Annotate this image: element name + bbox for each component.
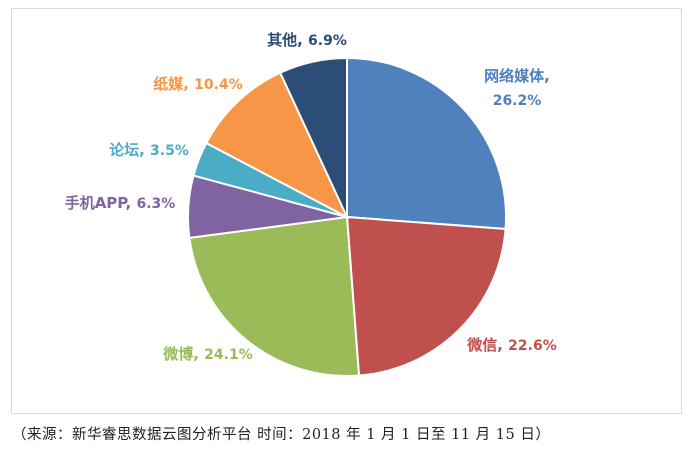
slice-label-2: 微博, 24.1% bbox=[162, 345, 253, 363]
slice-label-0: 网络媒体, 26.2% bbox=[484, 67, 550, 109]
slice-label-6: 其他, 6.9% bbox=[267, 31, 347, 49]
slice-label-name: 纸媒, bbox=[153, 75, 194, 93]
slice-label-value: 6.3% bbox=[136, 196, 175, 212]
slice-label-name: 微博, bbox=[162, 345, 204, 363]
slice-label-name: 论坛, bbox=[109, 141, 150, 159]
slice-label-name: 微信, bbox=[466, 336, 508, 354]
source-note: （来源：新华睿思数据云图分析平台 时间：2018 年 1 月 1 日至 11 月… bbox=[12, 427, 551, 443]
slice-label-3: 手机APP, 6.3% bbox=[65, 194, 176, 212]
slice-label-5: 纸媒, 10.4% bbox=[153, 75, 243, 93]
slice-label-name: 其他, bbox=[267, 31, 308, 49]
pie-slice-1 bbox=[345, 215, 507, 377]
slice-label-1: 微信, 22.6% bbox=[466, 336, 557, 354]
pie-slice-2 bbox=[188, 215, 361, 377]
chart-area: 网络媒体, 26.2% 微信, 22.6% 微博, 24.1% 手机APP, 6.3% 论… bbox=[11, 8, 682, 414]
slice-label-name: 网络媒体, bbox=[484, 67, 550, 85]
slice-label-value: 10.4% bbox=[194, 77, 243, 93]
slice-label-value: 26.2% bbox=[493, 93, 542, 109]
slice-label-value: 3.5% bbox=[150, 143, 189, 159]
pie-slice-5 bbox=[204, 71, 350, 220]
pie-slice-6 bbox=[278, 56, 348, 218]
slice-label-4: 论坛, 3.5% bbox=[109, 141, 189, 159]
pie-slice-0 bbox=[346, 56, 507, 231]
slice-label-name: 手机APP, bbox=[65, 194, 137, 212]
slice-label-value: 24.1% bbox=[204, 347, 253, 363]
slice-label-value: 6.9% bbox=[308, 33, 347, 49]
pie-chart: 网络媒体, 26.2% 微信, 22.6% 微博, 24.1% 手机APP, 6.3% 论… bbox=[65, 31, 557, 377]
slice-label-value: 22.6% bbox=[508, 338, 557, 354]
